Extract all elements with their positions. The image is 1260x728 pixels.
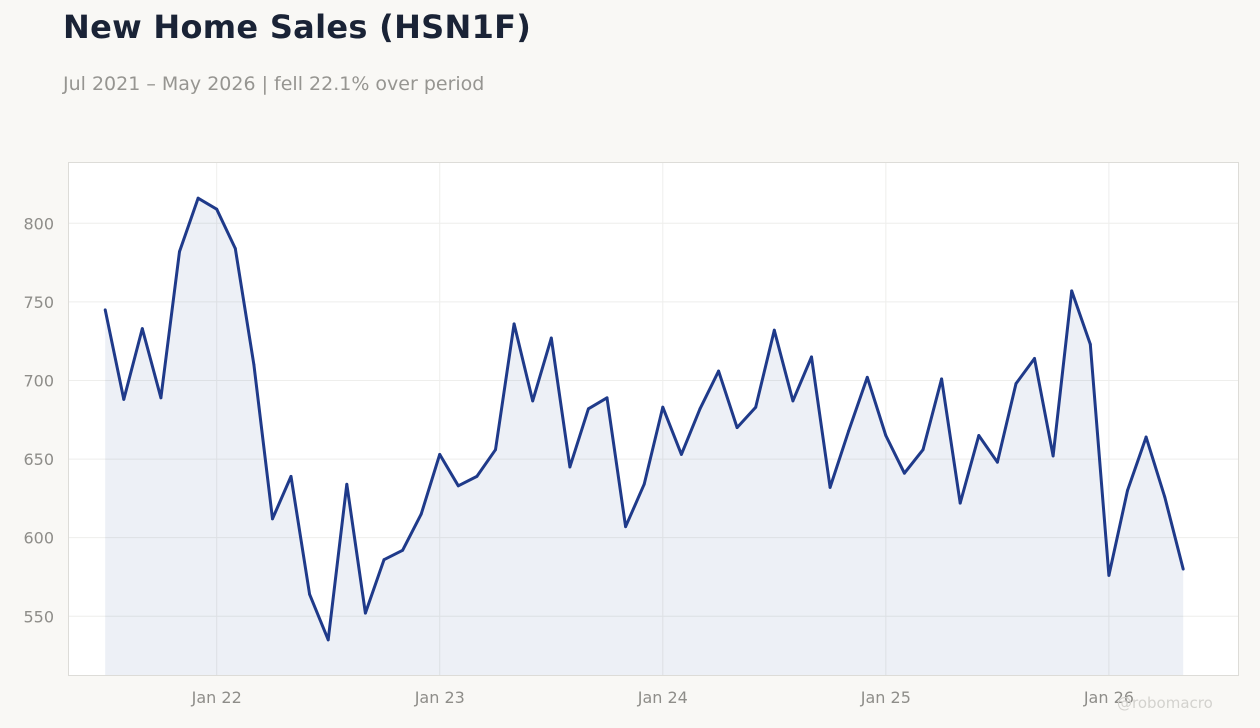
data-point	[1126, 489, 1129, 492]
chart-title: New Home Sales (HSN1F)	[63, 8, 532, 46]
x-tick-label: Jan 23	[414, 688, 465, 707]
data-point	[1033, 357, 1036, 360]
y-tick-label: 550	[23, 607, 54, 626]
data-point	[921, 448, 925, 452]
x-axis: Jan 22 Jan 23 Jan 24 Jan 25 Jan 26	[191, 688, 1134, 707]
data-point	[940, 377, 944, 381]
data-point	[233, 247, 237, 250]
data-point	[605, 396, 609, 400]
data-point	[140, 327, 144, 331]
data-point	[456, 484, 460, 488]
data-point	[363, 611, 367, 615]
data-point	[345, 482, 349, 486]
data-point	[549, 336, 553, 340]
data-point	[178, 250, 181, 253]
plot-area	[68, 162, 1239, 676]
data-point	[995, 460, 999, 464]
data-point	[1144, 435, 1148, 439]
data-point	[865, 375, 869, 379]
data-point	[772, 328, 776, 332]
data-point	[252, 363, 256, 367]
watermark: @robomacro	[1117, 694, 1213, 712]
data-point	[1051, 454, 1055, 458]
data-point	[624, 525, 628, 529]
data-point	[1088, 342, 1092, 346]
x-tick-label: Jan 26	[1083, 688, 1134, 707]
data-point	[903, 471, 906, 475]
data-point	[679, 452, 683, 456]
data-point	[754, 405, 758, 409]
data-point	[401, 548, 404, 552]
data-point	[531, 399, 535, 403]
data-points	[103, 196, 1185, 642]
data-point	[289, 474, 293, 478]
chart-subtitle: Jul 2021 – May 2026 | fell 22.1% over pe…	[63, 73, 485, 95]
data-point	[419, 512, 423, 516]
data-point	[326, 638, 330, 642]
data-point	[215, 207, 219, 211]
y-tick-label: 600	[23, 529, 54, 548]
plot-border	[68, 162, 1239, 676]
data-point	[438, 452, 442, 456]
data-point	[1163, 495, 1167, 499]
data-point	[271, 517, 274, 521]
data-point	[475, 474, 479, 478]
data-point	[587, 407, 590, 411]
data-point	[642, 482, 646, 486]
grid-lines	[68, 162, 1239, 676]
data-point	[1107, 574, 1111, 577]
series-area-fill	[105, 198, 1184, 676]
data-point	[1014, 382, 1018, 386]
data-point	[159, 396, 163, 400]
data-point	[977, 434, 981, 437]
data-point	[791, 399, 795, 403]
data-point	[661, 405, 665, 409]
data-point	[1181, 567, 1185, 571]
y-tick-label: 650	[23, 450, 54, 469]
data-point	[828, 485, 832, 489]
x-tick-label: Jan 22	[191, 688, 242, 707]
data-point	[847, 429, 851, 433]
data-point	[122, 397, 126, 401]
data-point	[735, 426, 739, 430]
x-tick-label: Jan 25	[860, 688, 911, 707]
y-tick-label: 700	[23, 371, 54, 390]
data-point	[103, 308, 107, 312]
data-point	[196, 196, 200, 200]
x-tick-label: Jan 24	[637, 688, 688, 707]
data-point	[717, 369, 720, 373]
data-point	[382, 558, 386, 562]
data-point	[308, 592, 312, 596]
y-tick-label: 750	[23, 293, 54, 312]
data-point	[1070, 289, 1074, 293]
data-point	[884, 434, 888, 437]
y-tick-label: 800	[23, 214, 54, 233]
data-point	[810, 355, 813, 359]
y-axis: 550 600 650 700 750 800	[23, 214, 54, 626]
data-point	[698, 407, 702, 411]
data-point	[494, 448, 497, 452]
data-point	[958, 501, 962, 505]
data-point	[512, 322, 516, 326]
data-point	[568, 465, 572, 469]
